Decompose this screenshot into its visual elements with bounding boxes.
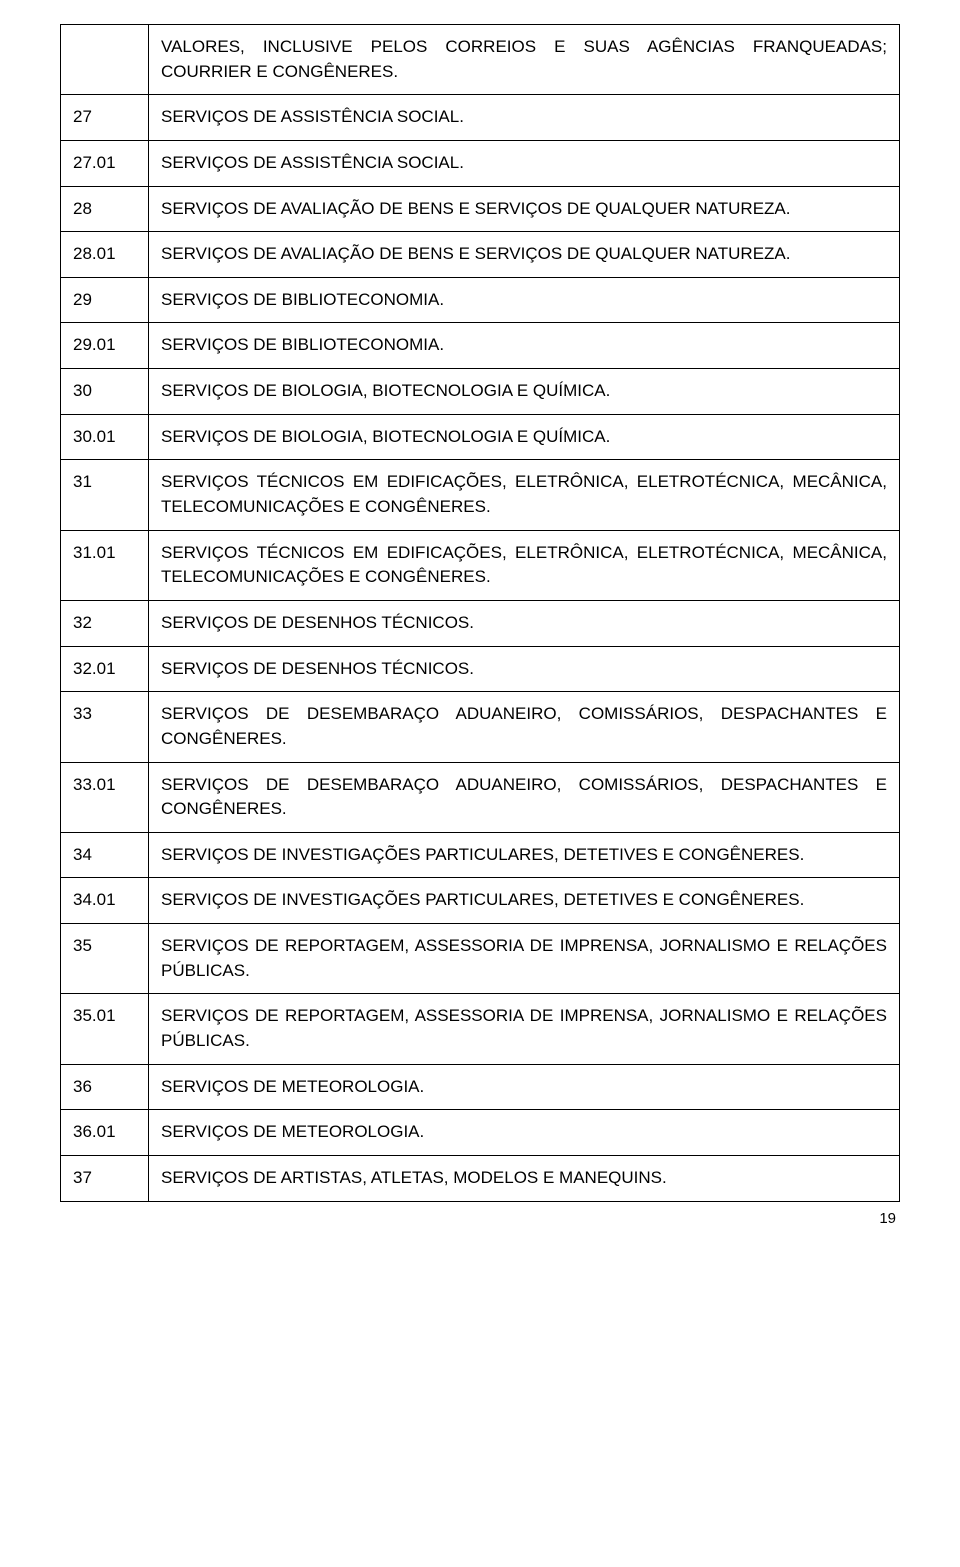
table-row: 36.01SERVIÇOS DE METEOROLOGIA.: [61, 1110, 900, 1156]
desc-cell: SERVIÇOS DE REPORTAGEM, ASSESSORIA DE IM…: [149, 994, 900, 1064]
desc-cell: SERVIÇOS DE BIBLIOTECONOMIA.: [149, 323, 900, 369]
code-cell: 28.01: [61, 232, 149, 278]
table-row: 35SERVIÇOS DE REPORTAGEM, ASSESSORIA DE …: [61, 924, 900, 994]
desc-cell: SERVIÇOS DE ARTISTAS, ATLETAS, MODELOS E…: [149, 1155, 900, 1201]
code-cell: 35.01: [61, 994, 149, 1064]
table-row: 31.01SERVIÇOS TÉCNICOS EM EDIFICAÇÕES, E…: [61, 530, 900, 600]
code-cell: 28: [61, 186, 149, 232]
desc-cell: SERVIÇOS DE DESENHOS TÉCNICOS.: [149, 600, 900, 646]
code-cell: 31.01: [61, 530, 149, 600]
services-table: VALORES, INCLUSIVE PELOS CORREIOS E SUAS…: [60, 24, 900, 1202]
table-row: 30SERVIÇOS DE BIOLOGIA, BIOTECNOLOGIA E …: [61, 369, 900, 415]
desc-cell: SERVIÇOS DE METEOROLOGIA.: [149, 1064, 900, 1110]
code-cell: 30: [61, 369, 149, 415]
desc-cell: SERVIÇOS DE ASSISTÊNCIA SOCIAL.: [149, 95, 900, 141]
desc-cell: SERVIÇOS DE BIOLOGIA, BIOTECNOLOGIA E QU…: [149, 369, 900, 415]
page-number: 19: [60, 1210, 900, 1227]
table-body: VALORES, INCLUSIVE PELOS CORREIOS E SUAS…: [61, 25, 900, 1202]
table-row: 32.01SERVIÇOS DE DESENHOS TÉCNICOS.: [61, 646, 900, 692]
desc-cell: SERVIÇOS DE METEOROLOGIA.: [149, 1110, 900, 1156]
desc-cell: SERVIÇOS TÉCNICOS EM EDIFICAÇÕES, ELETRÔ…: [149, 460, 900, 530]
table-row: 28SERVIÇOS DE AVALIAÇÃO DE BENS E SERVIÇ…: [61, 186, 900, 232]
code-cell: [61, 25, 149, 95]
table-row: 27.01SERVIÇOS DE ASSISTÊNCIA SOCIAL.: [61, 140, 900, 186]
table-row: 31SERVIÇOS TÉCNICOS EM EDIFICAÇÕES, ELET…: [61, 460, 900, 530]
table-row: 36SERVIÇOS DE METEOROLOGIA.: [61, 1064, 900, 1110]
desc-cell: SERVIÇOS DE REPORTAGEM, ASSESSORIA DE IM…: [149, 924, 900, 994]
code-cell: 33: [61, 692, 149, 762]
table-row: 35.01SERVIÇOS DE REPORTAGEM, ASSESSORIA …: [61, 994, 900, 1064]
code-cell: 33.01: [61, 762, 149, 832]
code-cell: 37: [61, 1155, 149, 1201]
table-row: 29.01SERVIÇOS DE BIBLIOTECONOMIA.: [61, 323, 900, 369]
code-cell: 32.01: [61, 646, 149, 692]
desc-cell: SERVIÇOS DE BIOLOGIA, BIOTECNOLOGIA E QU…: [149, 414, 900, 460]
code-cell: 36.01: [61, 1110, 149, 1156]
desc-cell: SERVIÇOS DE AVALIAÇÃO DE BENS E SERVIÇOS…: [149, 186, 900, 232]
code-cell: 27.01: [61, 140, 149, 186]
code-cell: 32: [61, 600, 149, 646]
table-row: 33.01SERVIÇOS DE DESEMBARAÇO ADUANEIRO, …: [61, 762, 900, 832]
desc-cell: SERVIÇOS TÉCNICOS EM EDIFICAÇÕES, ELETRÔ…: [149, 530, 900, 600]
table-row: 33SERVIÇOS DE DESEMBARAÇO ADUANEIRO, COM…: [61, 692, 900, 762]
table-row: 34.01SERVIÇOS DE INVESTIGAÇÕES PARTICULA…: [61, 878, 900, 924]
code-cell: 29: [61, 277, 149, 323]
desc-cell: SERVIÇOS DE DESEMBARAÇO ADUANEIRO, COMIS…: [149, 762, 900, 832]
table-row: 34SERVIÇOS DE INVESTIGAÇÕES PARTICULARES…: [61, 832, 900, 878]
desc-cell: SERVIÇOS DE AVALIAÇÃO DE BENS E SERVIÇOS…: [149, 232, 900, 278]
desc-cell: SERVIÇOS DE DESEMBARAÇO ADUANEIRO, COMIS…: [149, 692, 900, 762]
table-row: 37SERVIÇOS DE ARTISTAS, ATLETAS, MODELOS…: [61, 1155, 900, 1201]
code-cell: 35: [61, 924, 149, 994]
code-cell: 34.01: [61, 878, 149, 924]
desc-cell: SERVIÇOS DE INVESTIGAÇÕES PARTICULARES, …: [149, 832, 900, 878]
code-cell: 31: [61, 460, 149, 530]
table-row: VALORES, INCLUSIVE PELOS CORREIOS E SUAS…: [61, 25, 900, 95]
desc-cell: SERVIÇOS DE ASSISTÊNCIA SOCIAL.: [149, 140, 900, 186]
table-row: 32SERVIÇOS DE DESENHOS TÉCNICOS.: [61, 600, 900, 646]
table-row: 27SERVIÇOS DE ASSISTÊNCIA SOCIAL.: [61, 95, 900, 141]
desc-cell: SERVIÇOS DE INVESTIGAÇÕES PARTICULARES, …: [149, 878, 900, 924]
table-row: 29SERVIÇOS DE BIBLIOTECONOMIA.: [61, 277, 900, 323]
code-cell: 34: [61, 832, 149, 878]
desc-cell: VALORES, INCLUSIVE PELOS CORREIOS E SUAS…: [149, 25, 900, 95]
code-cell: 36: [61, 1064, 149, 1110]
code-cell: 30.01: [61, 414, 149, 460]
table-row: 30.01SERVIÇOS DE BIOLOGIA, BIOTECNOLOGIA…: [61, 414, 900, 460]
table-row: 28.01SERVIÇOS DE AVALIAÇÃO DE BENS E SER…: [61, 232, 900, 278]
code-cell: 29.01: [61, 323, 149, 369]
desc-cell: SERVIÇOS DE BIBLIOTECONOMIA.: [149, 277, 900, 323]
desc-cell: SERVIÇOS DE DESENHOS TÉCNICOS.: [149, 646, 900, 692]
code-cell: 27: [61, 95, 149, 141]
